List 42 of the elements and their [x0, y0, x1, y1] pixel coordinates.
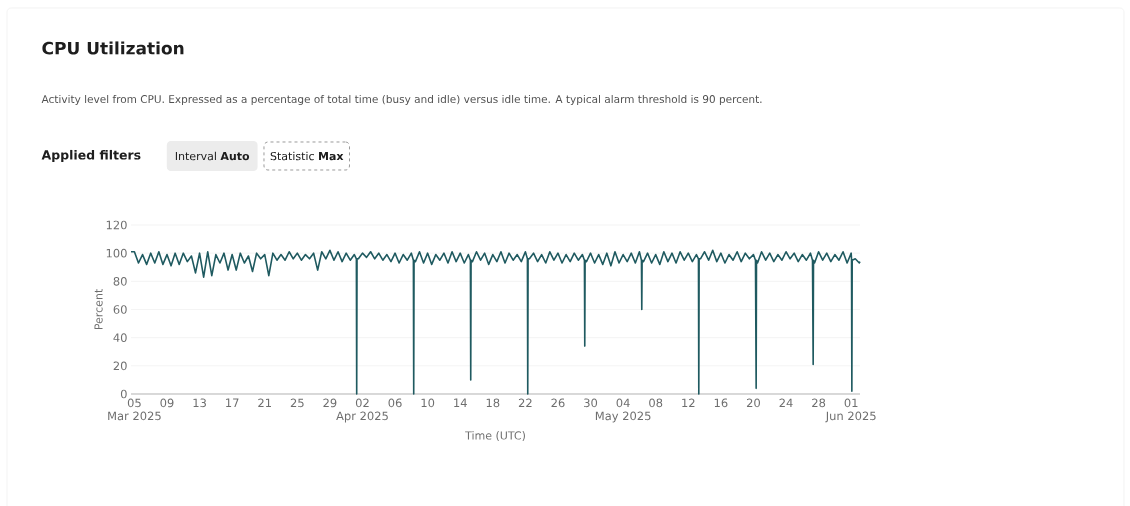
x-tick-label: 18 [486, 398, 500, 408]
text: Interval Auto [175, 151, 250, 161]
x2-tick-label: May 2025 [595, 411, 651, 423]
x-tick-label: 25 [290, 398, 304, 408]
x-tick-label: 22 [518, 398, 532, 408]
x-tick-label: 06 [388, 398, 402, 408]
y-tick-label: 40 [113, 333, 127, 342]
x-tick-label: 05 [127, 398, 141, 408]
x-tick-label: 16 [714, 398, 728, 408]
x-tick-label: 01 [844, 398, 858, 408]
x-tick-label: 21 [258, 398, 271, 408]
x-tick-label: 09 [160, 398, 174, 408]
chart-title: CPU Utilization [42, 41, 184, 55]
x-tick-label: 29 [323, 398, 337, 408]
x-tick-label: 08 [649, 398, 663, 408]
y-tick-label: 80 [113, 276, 127, 286]
x-axis-title: Time (UTC) [465, 431, 525, 441]
x-tick-label: 30 [584, 398, 598, 408]
y-tick-label: 20 [113, 361, 127, 371]
y-tick-label: 120 [106, 220, 127, 230]
x-tick-label: 24 [779, 398, 793, 408]
line-series [130, 249, 861, 395]
x-tick-label: 17 [226, 398, 239, 407]
y-tick-label: 0 [120, 389, 127, 399]
x-tick-label: 28 [812, 398, 826, 408]
x2-tick-label: Mar 2025 [108, 411, 161, 421]
x-tick-label: 10 [421, 398, 435, 408]
text: Statistic Max [270, 151, 344, 161]
x-tick-label: 13 [193, 398, 206, 408]
x-tick-label: 14 [454, 398, 467, 407]
x-tick-label: 20 [746, 398, 760, 408]
x-tick-label: 12 [682, 398, 695, 408]
chart-subtitle: Activity level from CPU. Expressed as a percentage of total time (busy and idle) versus idle time. A typical alarm threshold is 90 percent. [41, 94, 762, 106]
x-tick-label: 26 [551, 398, 565, 408]
y-tick-label: 60 [113, 305, 127, 314]
y-axis-title: Percent [94, 289, 103, 330]
y-tick-label: 100 [106, 248, 127, 258]
x2-tick-label: Apr 2025 [336, 411, 388, 423]
x2-tick-label: Jun 2025 [825, 411, 876, 423]
x-tick-label: 02 [355, 398, 369, 408]
text: Applied filters [41, 149, 141, 163]
x-tick-label: 04 [616, 398, 630, 408]
